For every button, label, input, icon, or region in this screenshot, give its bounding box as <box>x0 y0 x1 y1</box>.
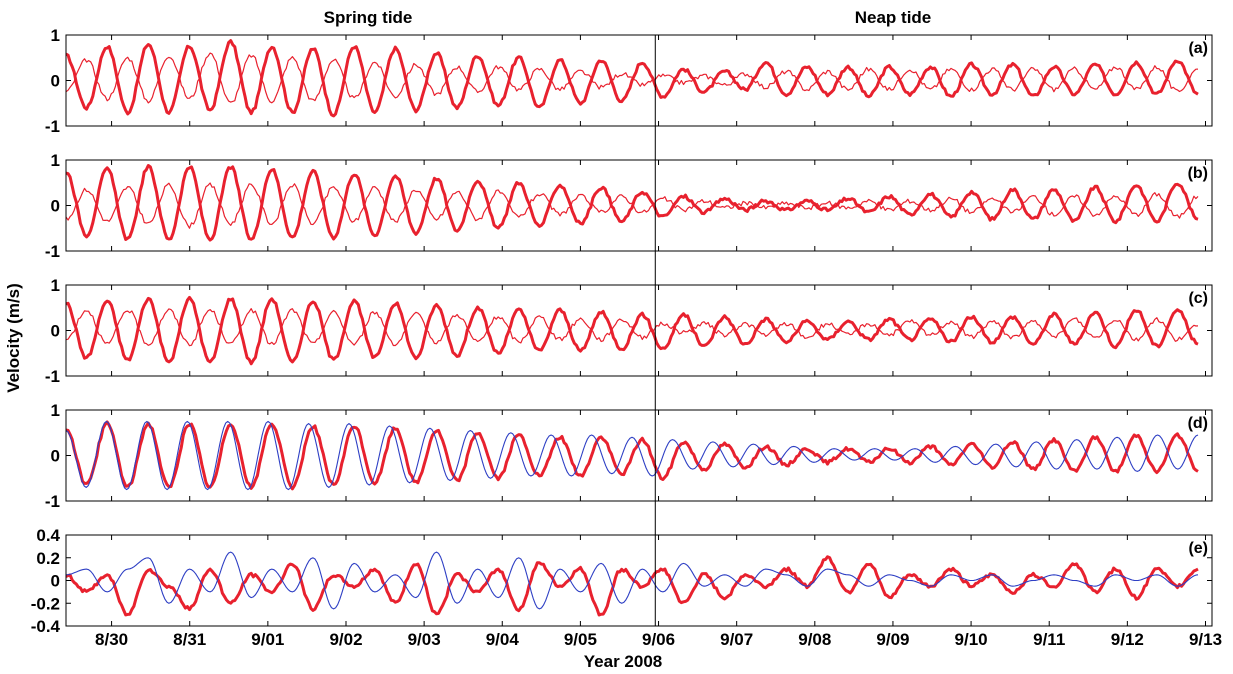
x-tick-label: 9/02 <box>329 630 362 649</box>
plot-area <box>66 551 1199 617</box>
axes-frame <box>65 534 1213 627</box>
x-tick-label: 9/05 <box>564 630 597 649</box>
y-tick-label: -1 <box>45 492 60 511</box>
x-tick-label: 9/13 <box>1189 630 1222 649</box>
series-line-0 <box>66 555 1199 617</box>
y-tick-label: 0 <box>51 447 60 466</box>
x-axis-label: Year 2008 <box>584 652 662 671</box>
axes-frame <box>65 34 1213 127</box>
y-tick-label: 0 <box>51 72 60 91</box>
y-tick-label: -0.4 <box>31 617 61 636</box>
x-tick-label: 9/06 <box>642 630 675 649</box>
panel-label: (c) <box>1188 290 1208 307</box>
x-tick-label: 9/10 <box>955 630 988 649</box>
y-tick-label: -0.2 <box>31 594 60 613</box>
y-tick-label: 0.2 <box>36 549 60 568</box>
panel-4: 8/30 8/31 9/01 9/02 9/03 9/04 9/05 9/06 9/07 9/08… <box>31 526 1222 649</box>
y-tick-label: 0 <box>51 572 60 591</box>
y-tick-label: 0 <box>51 197 60 216</box>
panel-label: (d) <box>1188 415 1208 432</box>
y-tick-label: 1 <box>51 151 60 170</box>
x-tick-label: 9/08 <box>798 630 831 649</box>
series-line-1 <box>66 308 1199 347</box>
axes-frame <box>65 284 1213 377</box>
x-tick-label: 8/30 <box>95 630 128 649</box>
plot-area <box>66 420 1199 491</box>
panel-label: (a) <box>1188 40 1208 57</box>
plot-area <box>66 39 1199 118</box>
y-tick-label: 1 <box>51 401 60 420</box>
x-tick-label: 9/11 <box>1033 630 1065 649</box>
y-tick-label: -1 <box>45 242 60 261</box>
panels-group: 1 0 -1 (a) 1 0 -1 (b) 1 0 -1 (c) 1 0 -1 (d) 8/30 8/31 9/01… <box>31 26 1222 649</box>
plot-area <box>66 295 1199 366</box>
series-line-1 <box>66 420 1199 491</box>
series-line-0 <box>66 164 1199 242</box>
series-line-0 <box>66 420 1199 491</box>
series-line-0 <box>66 295 1199 366</box>
y-axis-label: Velocity (m/s) <box>4 283 23 393</box>
x-tick-label: 9/07 <box>720 630 753 649</box>
series-line-0 <box>66 39 1199 118</box>
y-tick-label: -1 <box>45 367 60 386</box>
header-neap-tide: Neap tide <box>855 8 932 27</box>
x-tick-label: 9/01 <box>251 630 284 649</box>
x-tick-label: 9/12 <box>1111 630 1144 649</box>
series-line-1 <box>66 182 1199 229</box>
y-tick-label: 1 <box>51 26 60 45</box>
panel-3: 1 0 -1 (d) <box>45 401 1213 511</box>
x-tick-label: 9/09 <box>876 630 909 649</box>
series-line-1 <box>66 551 1199 610</box>
plot-area <box>66 164 1199 242</box>
panel-2: 1 0 -1 (c) <box>45 276 1213 386</box>
y-tick-label: 1 <box>51 276 60 295</box>
panel-label: (e) <box>1188 540 1208 557</box>
x-tick-label: 9/03 <box>408 630 441 649</box>
panel-0: 1 0 -1 (a) <box>45 26 1213 136</box>
panel-label: (b) <box>1188 165 1208 182</box>
series-line-1 <box>66 52 1199 104</box>
x-tick-label: 8/31 <box>173 630 206 649</box>
header-spring-tide: Spring tide <box>324 8 413 27</box>
axes-frame <box>65 159 1213 252</box>
y-tick-label: -1 <box>45 117 60 136</box>
x-tick-label: 9/04 <box>486 630 520 649</box>
panel-1: 1 0 -1 (b) <box>45 151 1213 261</box>
y-tick-label: 0.4 <box>36 526 60 545</box>
y-tick-label: 0 <box>51 322 60 341</box>
